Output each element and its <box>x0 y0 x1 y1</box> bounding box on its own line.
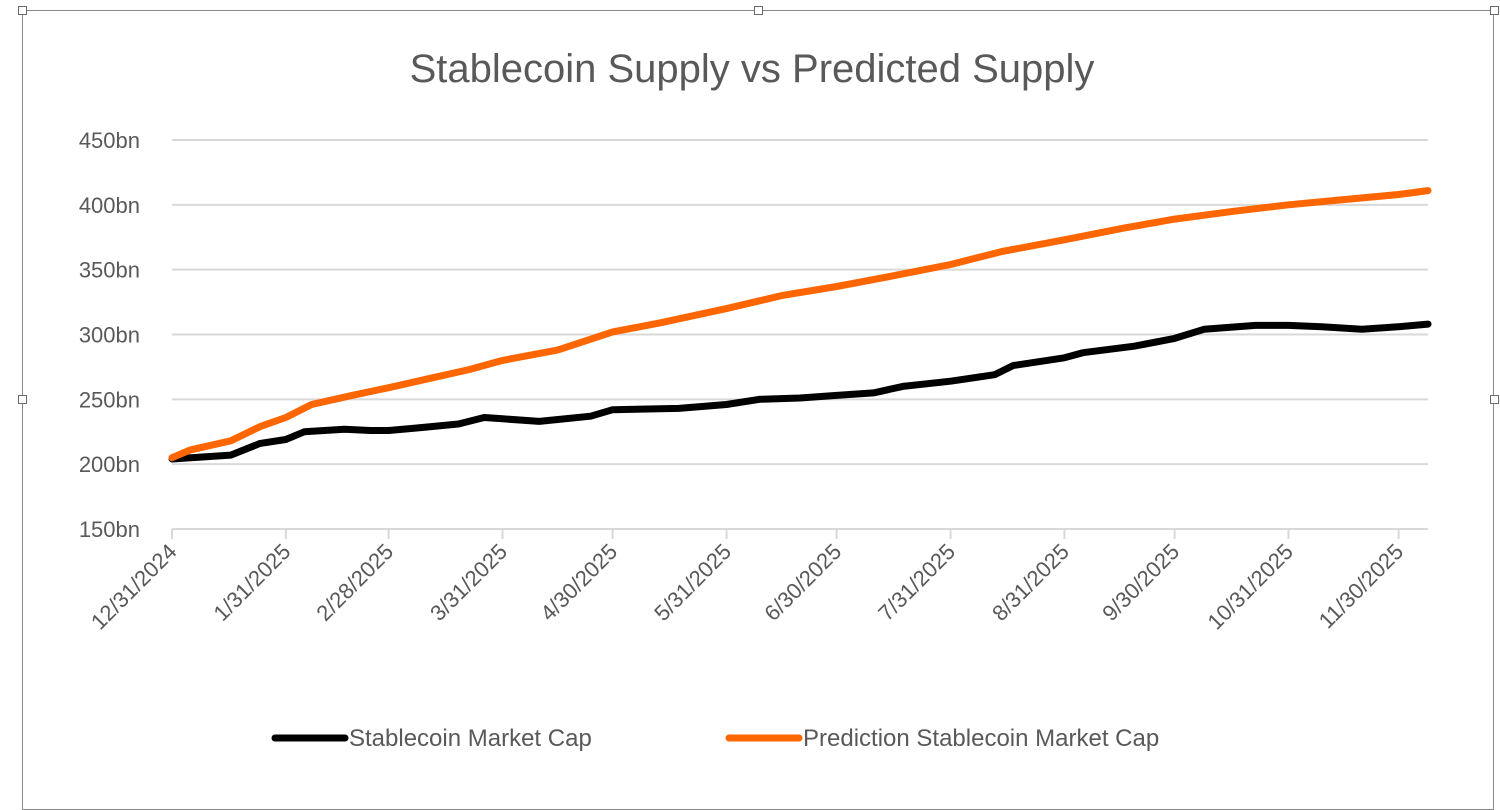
resize-handle-left[interactable] <box>18 395 27 404</box>
series-line-0 <box>168 320 1432 463</box>
y-tick-label: 300bn <box>79 323 140 348</box>
series-line-1 <box>168 187 1432 462</box>
x-tick-label: 2/28/2025 <box>311 539 398 626</box>
y-tick-label: 400bn <box>79 193 140 218</box>
resize-handle-top-left[interactable] <box>18 6 27 15</box>
x-tick-label: 3/31/2025 <box>425 539 512 626</box>
x-tick-label: 9/30/2025 <box>1097 539 1184 626</box>
y-tick-label: 150bn <box>79 517 140 542</box>
x-tick-label: 8/31/2025 <box>987 539 1074 626</box>
resize-handle-top[interactable] <box>754 6 763 15</box>
y-tick-label: 200bn <box>79 452 140 477</box>
x-tick-label: 6/30/2025 <box>759 539 846 626</box>
y-tick-label: 450bn <box>79 128 140 153</box>
x-tick-label: 1/31/2025 <box>208 539 295 626</box>
y-tick-label: 350bn <box>79 258 140 283</box>
resize-handle-top-right[interactable] <box>1490 6 1499 15</box>
x-tick-label: 11/30/2025 <box>1314 539 1408 633</box>
x-tick-label: 12/31/2024 <box>86 539 182 635</box>
legend: Stablecoin Market Cap Prediction Stablec… <box>271 725 1159 752</box>
x-tick-label: 10/31/2025 <box>1202 539 1298 635</box>
x-tick-label: 5/31/2025 <box>649 539 736 626</box>
chart-title: Stablecoin Supply vs Predicted Supply <box>410 47 1095 91</box>
x-tick-label: 7/31/2025 <box>873 539 960 626</box>
x-tick-label: 4/30/2025 <box>535 539 622 626</box>
legend-label-prediction: Prediction Stablecoin Market Cap <box>803 725 1159 752</box>
line-chart: Stablecoin Supply vs Predicted Supply 15… <box>79 47 1432 752</box>
resize-handle-right[interactable] <box>1490 395 1499 404</box>
y-tick-label: 250bn <box>79 387 140 412</box>
legend-label-market-cap: Stablecoin Market Cap <box>349 725 592 752</box>
